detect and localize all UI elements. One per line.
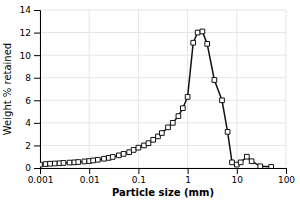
- series: [40, 29, 274, 168]
- tick-mark: [34, 78, 40, 79]
- marker: [61, 161, 66, 166]
- marker: [160, 131, 165, 136]
- y-axis-title: Weight % retained: [2, 43, 13, 135]
- tick-label: 2: [25, 141, 31, 151]
- marker: [244, 154, 249, 159]
- x-axis-title: Particle size (mm): [112, 187, 214, 198]
- marker: [258, 164, 263, 168]
- tick-label: 14: [20, 5, 32, 15]
- tick: 0.1: [132, 168, 146, 185]
- tick-label: 4: [25, 118, 31, 128]
- tick: 10: [232, 168, 244, 185]
- tick: 12: [20, 28, 40, 38]
- tick-label: 8: [25, 73, 31, 83]
- marker: [116, 153, 121, 158]
- marker: [195, 30, 200, 35]
- tick-label: 100: [278, 175, 295, 185]
- tick-label: 6: [25, 96, 31, 106]
- tick-mark: [34, 10, 40, 11]
- marker: [40, 162, 42, 167]
- marker: [110, 155, 115, 160]
- marker: [82, 159, 87, 164]
- grid-line-y: [40, 77, 286, 78]
- chart: 0.001 0.01 0.1 1 10 100 0 2 4 6 8 10 12 14 Particle si…: [0, 0, 300, 200]
- grid-line-x: [236, 10, 237, 168]
- tick-label: 0.01: [80, 175, 100, 185]
- tick: 2: [25, 141, 40, 151]
- tick-label: 0.001: [28, 175, 54, 185]
- grid-line-x: [286, 10, 287, 168]
- tick-mark: [34, 123, 40, 124]
- marker: [52, 161, 57, 166]
- marker: [166, 125, 171, 130]
- marker: [230, 160, 235, 165]
- marker: [170, 121, 175, 126]
- tick-label: 10: [20, 51, 32, 61]
- tick-label: 10: [232, 175, 244, 185]
- tick-mark: [34, 168, 40, 169]
- tick: 1: [185, 168, 191, 185]
- marker: [151, 137, 156, 142]
- marker: [48, 161, 53, 166]
- tick-mark: [34, 55, 40, 56]
- marker: [131, 148, 136, 153]
- tick: 14: [20, 5, 40, 15]
- tick-mark: [237, 168, 238, 174]
- tick-mark: [138, 168, 139, 174]
- plot: 0.001 0.01 0.1 1 10 100 0 2 4 6 8 10 12 14: [20, 5, 296, 185]
- marker: [200, 29, 205, 34]
- grid: [40, 10, 286, 168]
- marker: [102, 156, 107, 161]
- tick-mark: [34, 145, 40, 146]
- axis-line: [34, 11, 41, 169]
- marker: [225, 130, 230, 135]
- tick-mark: [89, 168, 90, 174]
- marker: [146, 141, 151, 146]
- tick: 10: [20, 51, 40, 61]
- y-axis: 0 2 4 6 8 10 12 14: [20, 5, 41, 173]
- tick-label: 12: [20, 28, 31, 38]
- tick-label: 0: [25, 163, 31, 173]
- tick-mark: [286, 168, 287, 174]
- tick: 6: [25, 96, 40, 106]
- marker: [191, 40, 196, 45]
- marker: [121, 152, 126, 157]
- marker: [212, 78, 217, 83]
- tick: 4: [25, 118, 40, 128]
- marker: [136, 145, 141, 150]
- tick: 0.01: [80, 168, 100, 185]
- marker: [249, 159, 254, 164]
- grid-line-y: [40, 145, 286, 146]
- marker: [176, 114, 181, 119]
- marker: [96, 157, 101, 162]
- line: [40, 31, 271, 166]
- x-axis: 0.001 0.01 0.1 1 10 100: [28, 168, 296, 185]
- tick-label: 1: [185, 175, 191, 185]
- grid-line-y: [40, 100, 286, 101]
- marker: [185, 95, 190, 100]
- grid-line-y: [40, 32, 286, 33]
- grid-line-x: [89, 10, 90, 168]
- grid-line-x: [138, 10, 139, 168]
- marker: [238, 160, 243, 165]
- marker: [220, 98, 225, 103]
- marker: [67, 160, 72, 165]
- marker: [269, 165, 274, 168]
- marker: [76, 160, 81, 165]
- marker: [180, 106, 185, 111]
- tick: 0.001: [28, 168, 54, 185]
- grid-line-y: [40, 122, 286, 123]
- grid-line-y: [40, 10, 286, 11]
- marker: [91, 158, 96, 163]
- marker: [205, 42, 210, 47]
- tick: 8: [25, 73, 40, 83]
- tick-mark: [188, 168, 189, 174]
- tick: 0: [25, 163, 40, 173]
- tick-mark: [34, 100, 40, 101]
- axis-line: [41, 169, 287, 175]
- tick-label: 0.1: [132, 175, 146, 185]
- grid-line-y: [40, 55, 286, 56]
- tick: 100: [278, 168, 295, 185]
- tick-mark: [34, 33, 40, 34]
